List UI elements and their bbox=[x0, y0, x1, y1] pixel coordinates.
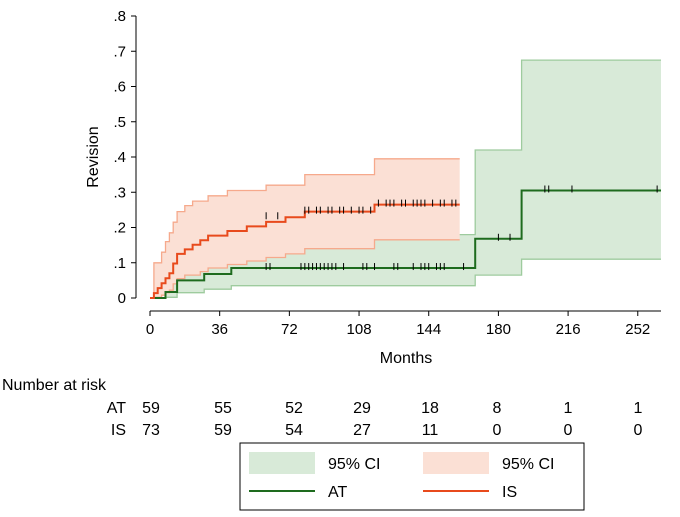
risk-value-at: 18 bbox=[421, 400, 439, 417]
estimate-line-is bbox=[150, 203, 460, 299]
y-tick-label: .5 bbox=[113, 114, 126, 131]
risk-value-at: 8 bbox=[493, 400, 502, 417]
x-tick-label: 180 bbox=[486, 321, 511, 338]
y-tick-label: .3 bbox=[113, 184, 126, 201]
risk-value-at: 29 bbox=[353, 400, 371, 417]
risk-value-at: 1 bbox=[634, 400, 643, 417]
x-tick-label: 216 bbox=[556, 321, 581, 338]
x-tick-label: 72 bbox=[281, 321, 298, 338]
x-tick-label: 252 bbox=[625, 321, 650, 338]
x-axis-title: Months bbox=[380, 350, 432, 367]
risk-value-is: 73 bbox=[142, 422, 160, 439]
x-tick-label: 36 bbox=[211, 321, 228, 338]
risk-row-label-at: AT bbox=[107, 400, 126, 417]
x-tick-label: 108 bbox=[347, 321, 372, 338]
risk-table-title: Number at risk bbox=[2, 377, 107, 394]
risk-value-is: 27 bbox=[353, 422, 371, 439]
risk-value-is: 0 bbox=[564, 422, 573, 439]
risk-value-is: 59 bbox=[214, 422, 232, 439]
risk-value-is: 11 bbox=[422, 422, 439, 439]
y-tick-label: .4 bbox=[113, 149, 126, 166]
x-tick-label: 0 bbox=[146, 321, 154, 338]
risk-value-at: 59 bbox=[142, 400, 160, 417]
legend-swatch-ci-at bbox=[249, 452, 315, 474]
risk-value-is: 54 bbox=[285, 422, 303, 439]
ci-upper-line-is bbox=[150, 158, 460, 299]
risk-value-at: 55 bbox=[214, 400, 232, 417]
x-tick-label: 144 bbox=[416, 321, 441, 338]
risk-value-at: 1 bbox=[564, 400, 573, 417]
risk-value-is: 0 bbox=[634, 422, 643, 439]
y-tick-label: 0 bbox=[118, 290, 126, 307]
y-tick-label: .1 bbox=[113, 255, 126, 272]
y-tick-label: .8 bbox=[113, 8, 126, 25]
risk-value-at: 52 bbox=[285, 400, 303, 417]
y-tick-label: .6 bbox=[113, 79, 126, 96]
legend-label-ci-is: 95% CI bbox=[502, 456, 554, 473]
y-tick-label: .7 bbox=[113, 43, 126, 60]
legend-label-at: AT bbox=[328, 484, 347, 501]
risk-value-is: 0 bbox=[493, 422, 502, 439]
legend-swatch-ci-is bbox=[423, 452, 489, 474]
legend-label-is: IS bbox=[502, 484, 517, 501]
legend-label-ci-at: 95% CI bbox=[328, 456, 380, 473]
risk-row-label-is: IS bbox=[111, 422, 126, 439]
y-axis-title: Revision bbox=[85, 126, 102, 187]
y-tick-label: .2 bbox=[113, 220, 126, 237]
ci-lower-line-at bbox=[150, 258, 661, 299]
estimate-line-at bbox=[150, 189, 661, 299]
